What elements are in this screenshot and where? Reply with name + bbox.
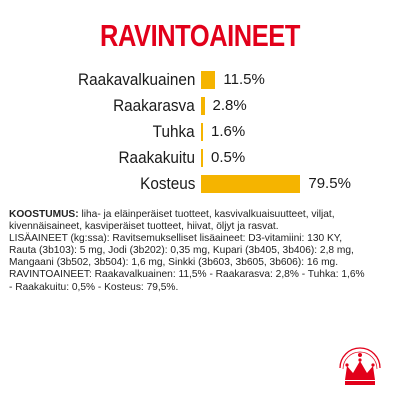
nutrient-row: Kosteus 79.5% xyxy=(0,172,400,196)
royal-canin-logo xyxy=(334,346,386,392)
nutrient-label: Raakakuitu xyxy=(118,148,195,167)
analysis-paragraph: RAVINTOAINEET: Raakavalkuainen: 11,5% - … xyxy=(9,269,365,293)
nutrient-row: Raakakuitu 0.5% xyxy=(0,146,400,170)
nutrient-value: 11.5% xyxy=(223,71,265,88)
nutrient-label: Tuhka xyxy=(153,122,195,141)
page-title: RAVINTOAINEET xyxy=(100,18,300,53)
nutrient-row: Raakavalkuainen 11.5% xyxy=(0,68,400,92)
ingredients-paragraph: KOOSTUMUS: liha- ja eläinperäiset tuotte… xyxy=(9,209,369,233)
additives-paragraph: LISÄAINEET (kg:ssa): Ravitsemukselliset … xyxy=(9,233,354,269)
nutrient-label: Raakarasva xyxy=(113,96,195,115)
nutrient-bar xyxy=(201,175,301,193)
composition-heading: KOOSTUMUS: xyxy=(9,209,79,220)
nutrient-value: 2.8% xyxy=(212,97,247,114)
ingredients-text: liha- ja eläinperäiset tuotteet, kasviva… xyxy=(9,209,335,233)
nutrient-bar xyxy=(201,97,205,115)
nutrient-row: Raakarasva 2.8% xyxy=(0,94,400,118)
composition-text: KOOSTUMUS: liha- ja eläinperäiset tuotte… xyxy=(9,209,369,294)
nutrient-bar xyxy=(201,149,203,167)
nutrient-bar xyxy=(201,123,203,141)
nutrient-row: Tuhka 1.6% xyxy=(0,120,400,144)
nutrient-value: 1.6% xyxy=(211,123,246,140)
nutrient-label: Raakavalkuainen xyxy=(77,70,195,89)
nutrient-value: 79.5% xyxy=(308,175,351,192)
nutrient-value: 0.5% xyxy=(211,149,246,166)
royal-canin-crown-icon xyxy=(339,347,381,385)
nutrient-bar xyxy=(201,71,216,89)
nutrient-label: Kosteus xyxy=(139,174,195,193)
